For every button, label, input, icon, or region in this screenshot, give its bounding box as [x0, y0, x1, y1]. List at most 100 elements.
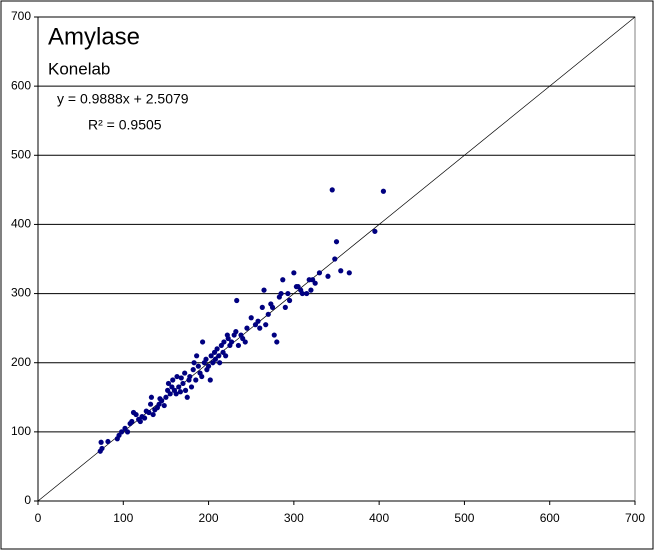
- y-tick-label: 600: [11, 78, 31, 92]
- point: [163, 394, 169, 400]
- point: [308, 287, 314, 293]
- y-tick-label: 400: [11, 217, 31, 231]
- point: [208, 353, 214, 359]
- point: [278, 290, 284, 297]
- point: [146, 409, 152, 416]
- point: [221, 339, 227, 345]
- point: [228, 339, 235, 345]
- point: [195, 363, 201, 369]
- point: [380, 188, 387, 194]
- point: [212, 356, 218, 362]
- point: [248, 315, 254, 321]
- point: [177, 389, 184, 395]
- point: [216, 353, 222, 359]
- point: [178, 375, 184, 381]
- x-tick-label: 300: [284, 511, 304, 525]
- point: [129, 418, 135, 425]
- x-tick-label: 600: [540, 511, 560, 525]
- y-tick-label: 700: [11, 9, 31, 23]
- point: [291, 270, 297, 276]
- point: [98, 439, 104, 445]
- point: [147, 401, 154, 407]
- point: [191, 360, 197, 366]
- point: [187, 373, 193, 380]
- point: [274, 339, 280, 345]
- point: [176, 384, 182, 390]
- point: [233, 329, 239, 335]
- point: [173, 391, 179, 397]
- chart-title: Amylase: [48, 23, 140, 50]
- point: [214, 346, 220, 352]
- point: [261, 287, 267, 293]
- point: [372, 228, 378, 234]
- point: [159, 398, 165, 404]
- point: [174, 373, 180, 380]
- equation: y = 0.9888x + 2.5079: [57, 91, 189, 107]
- point: [200, 339, 206, 345]
- y-tick-label: 500: [11, 147, 31, 161]
- point: [203, 356, 209, 362]
- point: [193, 377, 199, 383]
- x-tick-label: 400: [369, 511, 389, 525]
- point: [207, 377, 213, 383]
- point: [188, 384, 195, 390]
- point: [265, 311, 271, 317]
- y-tick-label: 200: [11, 355, 31, 369]
- y-tick-label: 0: [24, 493, 31, 507]
- point: [118, 429, 125, 435]
- point: [225, 335, 231, 342]
- point: [223, 353, 229, 359]
- point: [304, 290, 310, 297]
- point: [165, 380, 172, 387]
- point: [133, 411, 139, 418]
- point: [285, 290, 291, 297]
- x-tick-label: 500: [454, 511, 474, 525]
- chart-subtitle: Konelab: [48, 59, 110, 78]
- point: [150, 411, 156, 418]
- point: [148, 394, 155, 400]
- point: [234, 297, 240, 304]
- x-tick-label: 200: [199, 511, 219, 525]
- point: [299, 290, 305, 297]
- point: [105, 438, 111, 445]
- point: [263, 322, 269, 328]
- x-tick-label: 700: [625, 511, 645, 525]
- point: [142, 415, 148, 421]
- point: [316, 270, 323, 276]
- point: [205, 363, 212, 369]
- point: [190, 367, 196, 373]
- point: [280, 277, 286, 283]
- point: [271, 332, 277, 338]
- point: [346, 270, 352, 276]
- point: [182, 387, 189, 393]
- point: [325, 273, 331, 279]
- point: [161, 402, 167, 409]
- point: [257, 325, 263, 331]
- point: [312, 280, 318, 286]
- point: [329, 187, 335, 193]
- point: [124, 429, 131, 435]
- point: [137, 418, 143, 425]
- point: [338, 268, 344, 274]
- point: [170, 377, 176, 383]
- point: [99, 445, 105, 452]
- x-tick-label: 0: [35, 511, 42, 525]
- point: [199, 373, 205, 380]
- point: [244, 325, 250, 331]
- point: [180, 380, 186, 387]
- point: [194, 353, 200, 359]
- point: [182, 370, 188, 376]
- point: [333, 239, 340, 245]
- y-tick-label: 100: [11, 424, 31, 438]
- point: [286, 297, 293, 304]
- point: [184, 394, 190, 400]
- point: [332, 256, 338, 262]
- point: [255, 318, 261, 324]
- point: [217, 360, 223, 366]
- point: [269, 304, 276, 310]
- point: [282, 304, 288, 310]
- point: [242, 339, 248, 345]
- point: [259, 304, 265, 310]
- r-squared: R² = 0.9505: [88, 117, 162, 133]
- point: [167, 391, 173, 397]
